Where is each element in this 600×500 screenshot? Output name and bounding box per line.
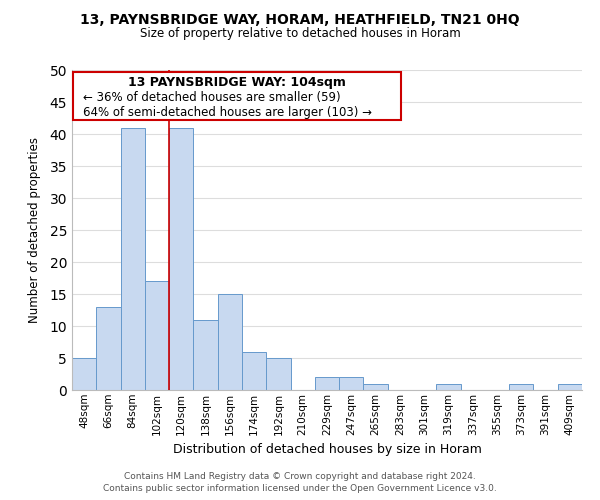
Text: ← 36% of detached houses are smaller (59): ← 36% of detached houses are smaller (59… <box>83 91 341 104</box>
Bar <box>96 307 121 390</box>
Text: 13 PAYNSBRIDGE WAY: 104sqm: 13 PAYNSBRIDGE WAY: 104sqm <box>128 76 346 90</box>
Text: 64% of semi-detached houses are larger (103) →: 64% of semi-detached houses are larger (… <box>83 106 372 119</box>
Text: 13, PAYNSBRIDGE WAY, HORAM, HEATHFIELD, TN21 0HQ: 13, PAYNSBRIDGE WAY, HORAM, HEATHFIELD, … <box>80 12 520 26</box>
Bar <box>364 384 388 390</box>
Bar <box>436 384 461 390</box>
Bar <box>509 384 533 390</box>
Text: Size of property relative to detached houses in Horam: Size of property relative to detached ho… <box>140 28 460 40</box>
Bar <box>193 320 218 390</box>
Bar <box>339 377 364 390</box>
Bar <box>218 294 242 390</box>
Y-axis label: Number of detached properties: Number of detached properties <box>28 137 41 323</box>
Text: Contains HM Land Registry data © Crown copyright and database right 2024.: Contains HM Land Registry data © Crown c… <box>124 472 476 481</box>
Bar <box>558 384 582 390</box>
Bar <box>266 358 290 390</box>
Bar <box>315 377 339 390</box>
Bar <box>145 281 169 390</box>
Bar <box>72 358 96 390</box>
Bar <box>242 352 266 390</box>
Text: Contains public sector information licensed under the Open Government Licence v3: Contains public sector information licen… <box>103 484 497 493</box>
X-axis label: Distribution of detached houses by size in Horam: Distribution of detached houses by size … <box>173 443 481 456</box>
Bar <box>121 128 145 390</box>
Bar <box>169 128 193 390</box>
FancyBboxPatch shape <box>73 72 401 120</box>
